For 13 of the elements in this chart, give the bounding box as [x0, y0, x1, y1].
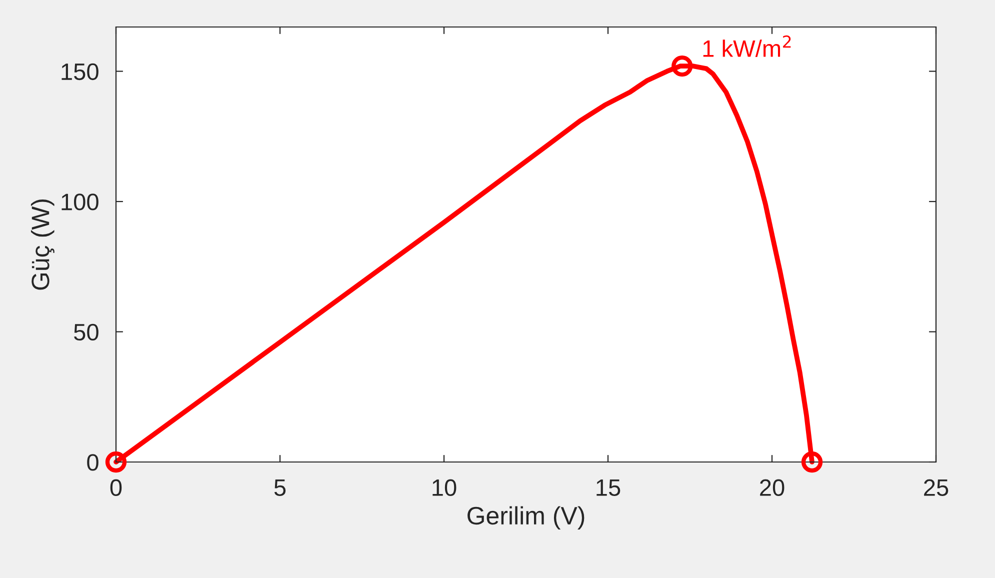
x-tick-label: 20 — [760, 479, 784, 496]
x-tick-label: 0 — [110, 479, 122, 496]
annotation: 1 kW/m$^{2}$ — [703, 35, 791, 57]
x-tick-label: 5 — [274, 480, 286, 496]
y-axis-title: Güç (W) — [30, 200, 54, 290]
x-axis-title: Gerilim (V) — [468, 506, 584, 530]
x-tick-label: 15 — [596, 480, 620, 496]
y-tick-label: 50 — [74, 324, 98, 341]
x-tick-label: 25 — [924, 479, 948, 496]
x-tick-label: 10 — [432, 479, 456, 496]
y-tick-label: 150 — [62, 63, 98, 80]
y-tick-label: 0 — [87, 454, 98, 471]
y-tick-label: 100 — [62, 194, 98, 210]
